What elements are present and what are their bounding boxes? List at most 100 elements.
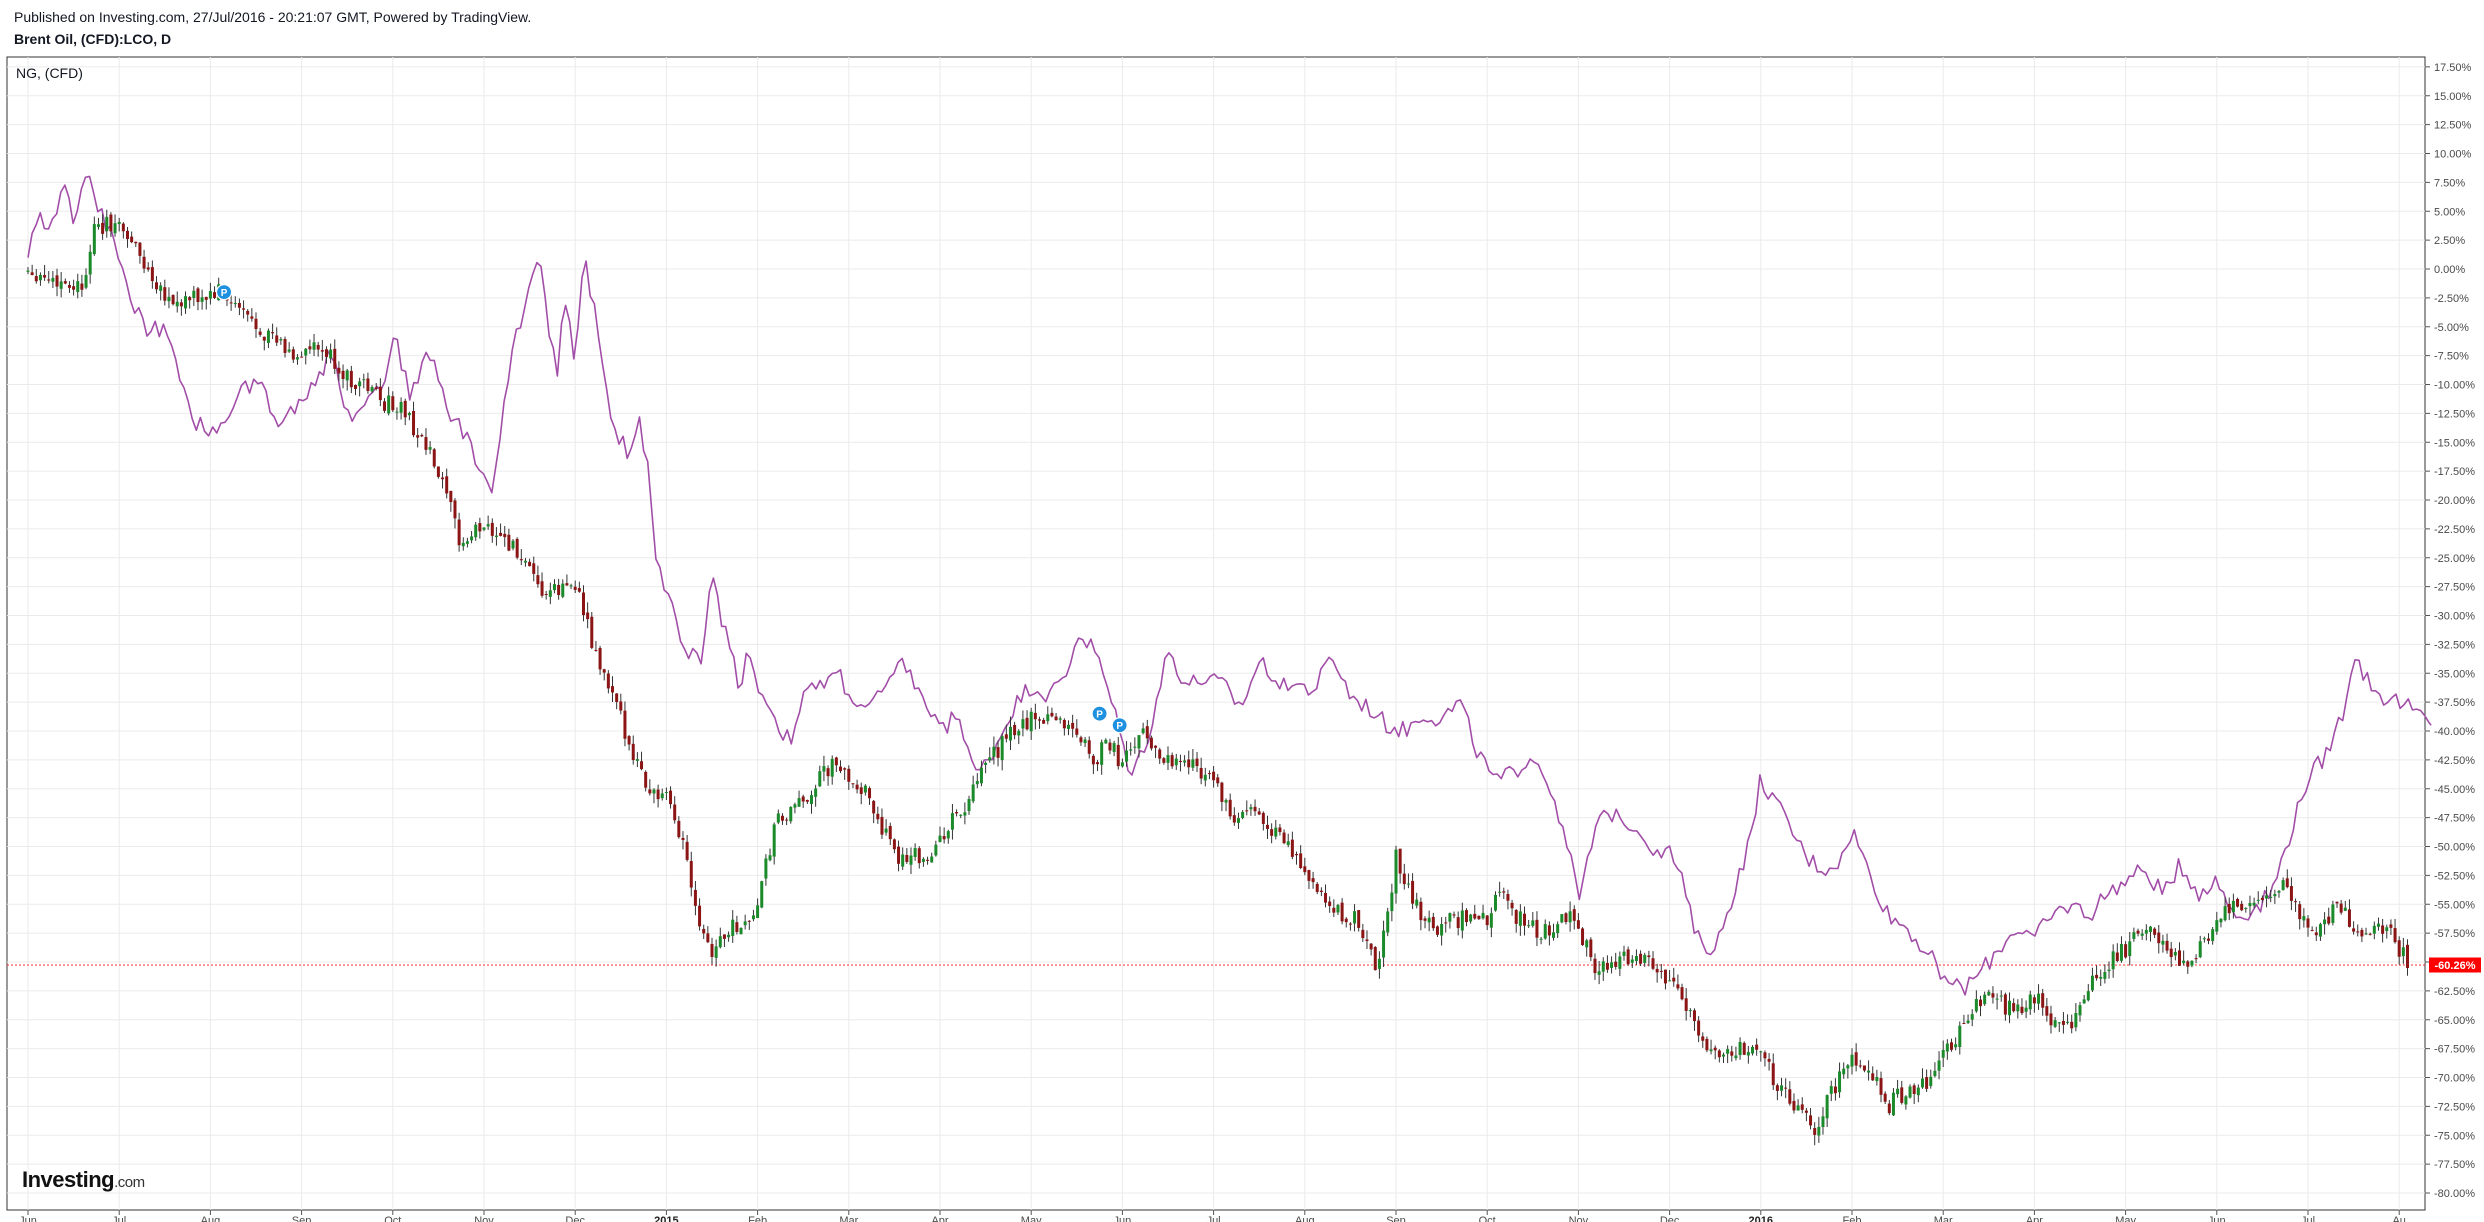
- candle: [847, 768, 851, 782]
- candle: [2177, 950, 2181, 966]
- markers[interactable]: P P P: [215, 284, 1128, 734]
- y-tick-label: -25.00%: [2434, 553, 2475, 565]
- investing-logo: Investing.com: [22, 1167, 145, 1193]
- candle: [1920, 1078, 1924, 1088]
- candle: [1224, 800, 1228, 803]
- candle: [2289, 886, 2293, 901]
- candle: [2393, 928, 2397, 943]
- x-tick-label: 2016: [1749, 1215, 1773, 1222]
- candle: [851, 783, 855, 785]
- candle: [2012, 1003, 2016, 1012]
- candle: [615, 693, 619, 703]
- candle: [1058, 718, 1062, 720]
- candle: [1083, 739, 1087, 744]
- y-tick-label: -55.00%: [2434, 899, 2475, 911]
- candle: [125, 230, 129, 240]
- candle: [901, 854, 905, 867]
- candle: [2339, 903, 2343, 913]
- candle: [2194, 958, 2198, 960]
- candle: [1203, 774, 1207, 781]
- candle: [1697, 1020, 1701, 1036]
- candle: [121, 223, 125, 232]
- candle: [1270, 829, 1274, 836]
- candle: [353, 385, 357, 389]
- candle: [1079, 737, 1083, 743]
- y-tick-label: -72.50%: [2434, 1101, 2475, 1113]
- candle: [1232, 815, 1236, 823]
- y-tick-label: -75.00%: [2434, 1130, 2475, 1142]
- candle: [482, 527, 486, 530]
- candle: [631, 743, 635, 761]
- candle: [892, 839, 896, 850]
- marker-icon[interactable]: [1091, 705, 1108, 722]
- candle: [1464, 910, 1468, 923]
- candle: [1705, 1038, 1709, 1051]
- candle: [1162, 758, 1166, 763]
- candle: [606, 673, 610, 689]
- candle: [1419, 901, 1423, 921]
- candle: [503, 533, 507, 538]
- candle: [996, 747, 1000, 758]
- candle: [428, 447, 432, 450]
- candle: [1435, 926, 1439, 935]
- candle: [780, 815, 784, 821]
- candle: [2161, 940, 2165, 945]
- candle: [461, 542, 465, 547]
- candle: [2024, 1007, 2028, 1012]
- candle: [1647, 955, 1651, 958]
- candle: [722, 934, 726, 939]
- candle: [1456, 917, 1460, 929]
- candle: [1415, 899, 1419, 906]
- candle: [561, 583, 565, 597]
- candle: [1775, 1085, 1779, 1091]
- candle: [664, 791, 668, 793]
- candle: [1738, 1041, 1742, 1056]
- candle: [2364, 933, 2368, 935]
- candle: [324, 349, 328, 357]
- candle: [772, 824, 776, 857]
- candle: [470, 536, 474, 541]
- symbol-title: Brent Oil, (CFD):LCO, D: [14, 31, 172, 47]
- published-info: Published on Investing.com, 27/Jul/2016 …: [14, 9, 532, 25]
- candle: [88, 251, 92, 275]
- candle: [474, 524, 478, 538]
- candle: [764, 858, 768, 879]
- candle: [246, 310, 250, 315]
- candle: [1937, 1060, 1941, 1071]
- candle: [1987, 991, 1991, 996]
- candle: [1236, 818, 1240, 823]
- x-tick-label: May: [1021, 1215, 1042, 1222]
- candle: [1692, 1010, 1696, 1022]
- candle: [1087, 740, 1091, 754]
- candle: [1133, 746, 1137, 748]
- y-tick-label: -40.00%: [2434, 726, 2475, 738]
- y-tick-label: -77.50%: [2434, 1159, 2475, 1171]
- candle: [1796, 1105, 1800, 1111]
- candle: [681, 837, 685, 840]
- candle: [1013, 724, 1017, 736]
- candle: [416, 435, 420, 438]
- candle: [511, 540, 515, 549]
- candle: [1406, 883, 1410, 885]
- candle: [2265, 895, 2269, 899]
- candle: [1717, 1050, 1721, 1058]
- candle: [2066, 1021, 2070, 1023]
- candle: [445, 476, 449, 494]
- candle: [1817, 1126, 1821, 1136]
- marker-icon[interactable]: [215, 284, 233, 301]
- marker-icon[interactable]: [1111, 717, 1128, 734]
- candle: [760, 881, 764, 908]
- candle: [1552, 932, 1556, 938]
- candle: [706, 933, 710, 943]
- candle: [1626, 949, 1630, 965]
- candle: [383, 401, 387, 411]
- candle: [407, 413, 411, 416]
- candle: [1265, 824, 1269, 829]
- candle: [905, 854, 909, 862]
- y-tick-label: -12.50%: [2434, 408, 2475, 420]
- candle: [1091, 755, 1095, 765]
- candle: [950, 813, 954, 830]
- candle: [2082, 999, 2086, 1004]
- candle: [2090, 975, 2094, 991]
